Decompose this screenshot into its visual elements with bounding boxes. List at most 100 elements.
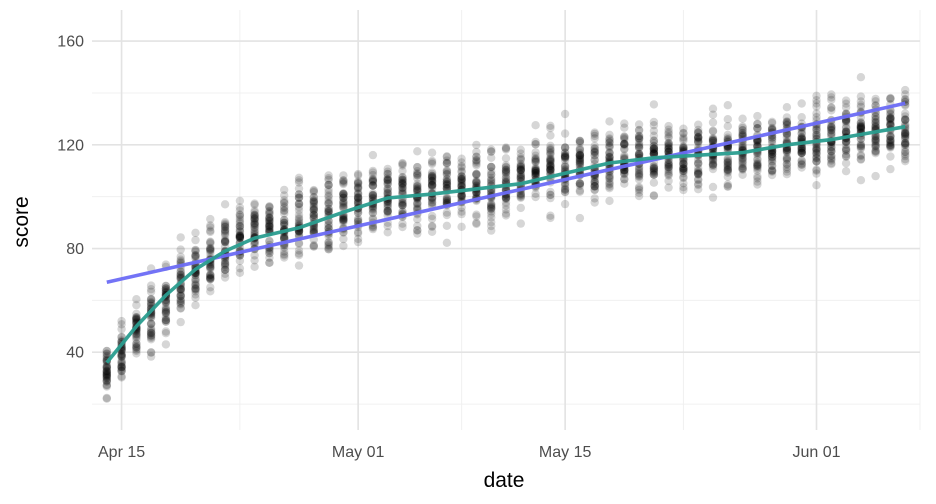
data-point: [427, 181, 437, 190]
data-point: [694, 138, 703, 147]
data-point: [427, 184, 437, 193]
data-point: [117, 351, 126, 360]
data-point: [102, 367, 112, 376]
data-point: [575, 151, 585, 160]
data-point: [398, 179, 407, 188]
data-point: [117, 363, 126, 372]
data-point: [117, 352, 126, 362]
data-point: [413, 198, 422, 208]
data-point: [886, 135, 895, 144]
data-point: [575, 178, 585, 188]
data-point: [856, 151, 866, 161]
data-point: [427, 182, 437, 191]
data-point: [634, 168, 644, 178]
data-point: [294, 215, 304, 224]
data-point: [575, 186, 585, 195]
data-point: [694, 168, 703, 177]
data-point: [294, 193, 304, 203]
data-point: [339, 213, 348, 223]
data-point: [560, 187, 570, 196]
data-point: [220, 222, 230, 232]
data-point: [472, 178, 481, 187]
data-point: [901, 140, 910, 149]
data-point: [265, 214, 274, 223]
data-point: [620, 141, 629, 150]
data-point: [220, 231, 230, 240]
data-point: [368, 176, 378, 185]
data-point: [620, 152, 629, 162]
data-point: [472, 177, 481, 186]
data-point: [368, 177, 378, 186]
data-point: [368, 189, 378, 198]
data-point: [531, 164, 540, 174]
data-point: [649, 148, 659, 157]
data-point: [546, 190, 555, 200]
data-point: [664, 176, 673, 186]
data-point: [753, 172, 762, 181]
data-point: [812, 144, 821, 153]
data-point: [324, 245, 333, 254]
data-point: [723, 168, 732, 177]
data-point: [280, 215, 289, 225]
data-point: [841, 123, 851, 133]
data-point: [767, 153, 777, 162]
data-point: [679, 124, 688, 133]
data-point: [206, 226, 215, 235]
data-point: [605, 174, 614, 183]
data-point: [546, 123, 555, 133]
data-point: [146, 328, 156, 338]
data-point: [235, 232, 245, 242]
data-point: [442, 177, 452, 187]
data-point: [886, 120, 895, 129]
data-point: [161, 308, 171, 317]
data-point: [487, 162, 496, 172]
data-point: [176, 299, 185, 308]
data-point: [590, 179, 599, 189]
data-point: [679, 173, 688, 183]
data-point: [146, 319, 156, 328]
data-point: [427, 169, 437, 179]
data-point: [487, 167, 496, 176]
data-point: [827, 106, 836, 115]
data-point: [339, 215, 348, 225]
data-point: [827, 151, 836, 160]
data-point: [280, 198, 289, 207]
data-point: [841, 140, 851, 149]
data-point: [516, 171, 525, 180]
data-point: [797, 160, 806, 169]
data-point: [560, 143, 570, 152]
data-point: [206, 243, 215, 252]
data-point: [605, 182, 614, 191]
data-point: [146, 287, 156, 296]
data-point: [886, 114, 895, 123]
data-point: [427, 176, 437, 186]
data-point: [649, 167, 659, 177]
data-point: [841, 152, 851, 161]
data-point: [353, 237, 363, 247]
data-point: [723, 115, 732, 124]
data-point: [206, 275, 215, 284]
data-point: [132, 346, 141, 356]
data-point: [620, 139, 629, 148]
data-point: [442, 193, 452, 202]
data-point: [694, 166, 703, 175]
data-point: [649, 144, 659, 153]
data-point: [546, 166, 555, 176]
data-point: [605, 177, 614, 186]
data-point: [427, 200, 437, 209]
data-point: [871, 121, 880, 130]
data-point: [886, 140, 895, 149]
data-point: [782, 147, 792, 156]
data-point: [250, 223, 259, 232]
data-point: [767, 167, 777, 176]
data-point: [605, 180, 614, 189]
data-point: [546, 145, 555, 154]
data-point: [309, 227, 318, 236]
data-point: [871, 132, 880, 141]
data-point: [856, 119, 866, 128]
data-point: [250, 227, 259, 236]
data-point: [649, 170, 659, 179]
y-tick-label: 160: [57, 34, 84, 51]
data-point: [457, 193, 466, 202]
data-point: [782, 119, 792, 128]
